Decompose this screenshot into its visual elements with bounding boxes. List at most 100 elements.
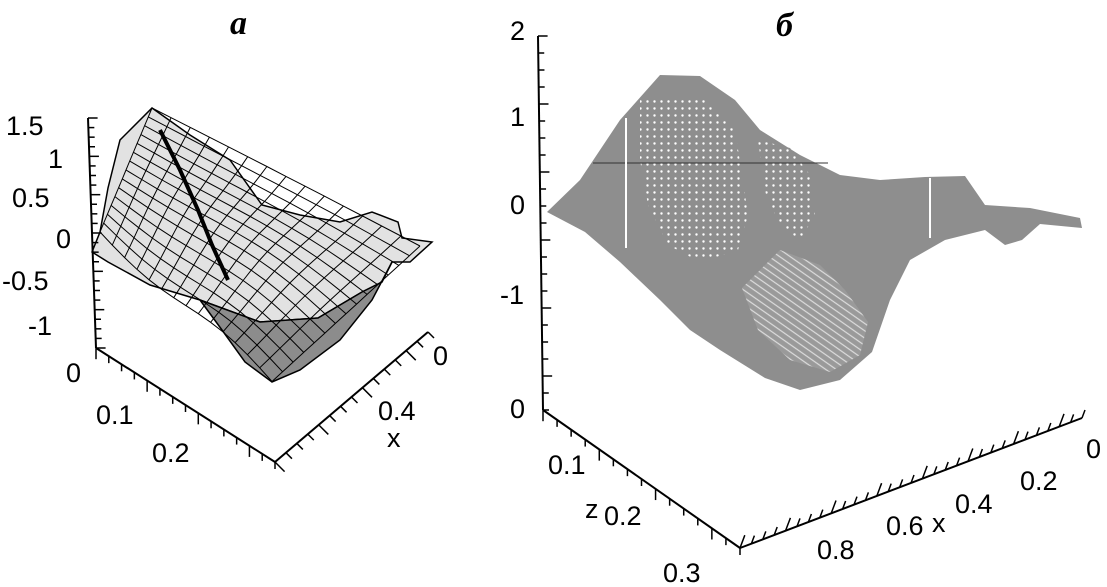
panel-b-y-tick: 0.2 xyxy=(604,501,642,531)
panel-a-ridge-line xyxy=(158,129,230,281)
panel-a-y-tick: 0 xyxy=(66,358,81,388)
panel-a-x-tickmark xyxy=(361,387,373,398)
panel-b-x-axis-label: x xyxy=(932,508,946,538)
panel-a: a 1.5 1 0.5 0 -0.5 -1 0 0.1 0.2 xyxy=(2,5,448,473)
panel-b-x-tickmark xyxy=(841,500,847,510)
panel-a-x-tickmark xyxy=(318,424,329,435)
panel-b-tickmarks xyxy=(538,35,1086,555)
panel-b-x-tickmark xyxy=(1047,422,1052,432)
panel-a-z-tick: 1.5 xyxy=(6,111,44,141)
panel-b-y-tick: 0.3 xyxy=(663,558,701,587)
panel-a-x-tickmark xyxy=(285,452,293,460)
panel-a-y-tick: 0.2 xyxy=(152,438,190,468)
panel-a-mesh-line xyxy=(129,160,357,305)
panel-a-z-tick: 1 xyxy=(48,144,63,174)
panel-a-mesh-line xyxy=(185,176,287,306)
panel-a-x-tickmark xyxy=(329,415,337,423)
panel-a-surface xyxy=(91,107,434,383)
panel-a-mesh-line xyxy=(234,215,363,343)
panel-b-x-tickmark xyxy=(762,531,767,540)
panel-a-mesh-line xyxy=(151,107,421,247)
panel-a-x-tick: 0 xyxy=(433,341,448,371)
panel-b-z-tick: 2 xyxy=(510,16,525,46)
panel-b-x-tickmark xyxy=(819,509,824,518)
panel-a-tickmarks xyxy=(88,117,435,473)
panel-b-x-tickmark xyxy=(978,448,984,458)
panel-b-surface xyxy=(547,75,1082,390)
panel-a-x-tick: 0.4 xyxy=(378,396,416,426)
panel-b-y-tick: 0 xyxy=(510,394,525,424)
panel-a-y-tick-labels: 0 0.1 0.2 xyxy=(66,358,190,468)
panel-a-y-tick: 0.1 xyxy=(96,400,134,430)
panel-a-mesh-line xyxy=(148,116,410,257)
panel-b-x-tickmark xyxy=(1024,431,1029,440)
panel-b-x-tickmark xyxy=(1081,409,1086,419)
panel-a-x-tickmark xyxy=(372,377,380,385)
panel-a-mesh-line xyxy=(247,225,383,356)
panel-a-mesh-line xyxy=(271,245,421,382)
panel-a-x-tickmark xyxy=(296,442,304,450)
panel-b-x-tickmark xyxy=(773,526,778,536)
panel-b-x-tickmark xyxy=(921,465,928,479)
panel-b-x-tickmark xyxy=(990,444,995,453)
panel-b-dot-cluster-middle xyxy=(758,140,815,240)
panel-b-dot-cluster-left xyxy=(640,96,748,262)
panel-b-x-tick-labels: 0 0.2 0.4 x 0.6 0.8 xyxy=(817,434,1101,565)
panel-a-mesh-line xyxy=(259,235,402,369)
panel-a-x-tick-labels: 0 0.4 x xyxy=(378,341,448,453)
panel-a-x-tickmark xyxy=(350,396,359,404)
panel-a-mesh xyxy=(99,107,421,382)
panel-b-label: б xyxy=(776,7,795,44)
panel-a-label: a xyxy=(230,5,247,42)
panel-a-mesh-line xyxy=(133,151,368,295)
panel-a-z-tick: 0 xyxy=(56,224,71,254)
panel-b-x-tickmark xyxy=(967,448,974,462)
panel-b-x-tickmark xyxy=(944,461,949,471)
panel-a-mesh-line xyxy=(144,125,400,266)
panel-a-x-tickmark xyxy=(274,461,286,473)
panel-b-x-tickmark xyxy=(933,466,938,475)
panel-a-x-axis-label: x xyxy=(387,423,401,453)
panel-b-z-tick: 1 xyxy=(510,102,525,132)
panel-b-y-axis-label: z xyxy=(585,494,599,524)
panel-b-z-tick-labels: 2 1 0 -1 xyxy=(500,16,525,310)
panel-b-x-tick: 0.8 xyxy=(817,535,855,565)
panel-b-z-tick: -1 xyxy=(500,280,524,310)
panel-b-x-tickmark xyxy=(1001,440,1006,449)
panel-a-x-tickmark xyxy=(394,359,402,367)
panel-a-x-tickmark xyxy=(405,350,417,361)
panel-b-x-tickmark xyxy=(876,482,883,497)
panel-b-stripe-region xyxy=(742,250,868,372)
panel-b-x-tickmark xyxy=(807,513,813,523)
panel-a-mesh-line xyxy=(222,205,344,333)
panel-b-y-tick: 0.1 xyxy=(548,450,586,480)
panel-a-x-tickmark xyxy=(383,368,391,376)
panel-b-x-tickmark xyxy=(1069,414,1075,423)
panel-b-x-tickmark xyxy=(898,479,904,488)
panel-b-x-tickmark xyxy=(910,474,915,484)
panel-b-x-tickmark xyxy=(1058,413,1065,427)
panel-b: б xyxy=(500,7,1101,587)
panel-a-z-tick: -0.5 xyxy=(2,266,49,296)
panel-b-x-tickmark xyxy=(887,483,892,492)
panel-b-x-tickmark xyxy=(955,457,961,466)
panel-a-mesh-line xyxy=(140,134,389,276)
panel-b-x-tickmark xyxy=(796,518,801,527)
panel-a-x-tickmark xyxy=(307,433,315,441)
panel-b-x-tickmark xyxy=(864,492,870,501)
panel-a-z-tick-labels: 1.5 1 0.5 0 -0.5 -1 xyxy=(2,111,71,341)
panel-a-x-tickmark xyxy=(340,405,348,413)
panel-a-z-tick: -1 xyxy=(28,311,52,341)
panel-b-x-tick: 0.2 xyxy=(1020,466,1058,496)
panel-b-x-tickmark xyxy=(750,535,756,544)
panel-b-axes xyxy=(537,35,1086,555)
panel-a-surface-trough xyxy=(197,261,393,383)
panel-a-surface-upper xyxy=(91,107,434,323)
panel-b-x-tickmark xyxy=(853,496,858,505)
panel-a-x-tickmark xyxy=(416,340,424,348)
panel-b-x-tick: 0.4 xyxy=(955,489,993,519)
panel-a-z-tick: 0.5 xyxy=(12,183,50,213)
panel-b-x-tickmark xyxy=(1012,430,1020,445)
panel-b-x-tick: 0 xyxy=(1086,434,1101,464)
